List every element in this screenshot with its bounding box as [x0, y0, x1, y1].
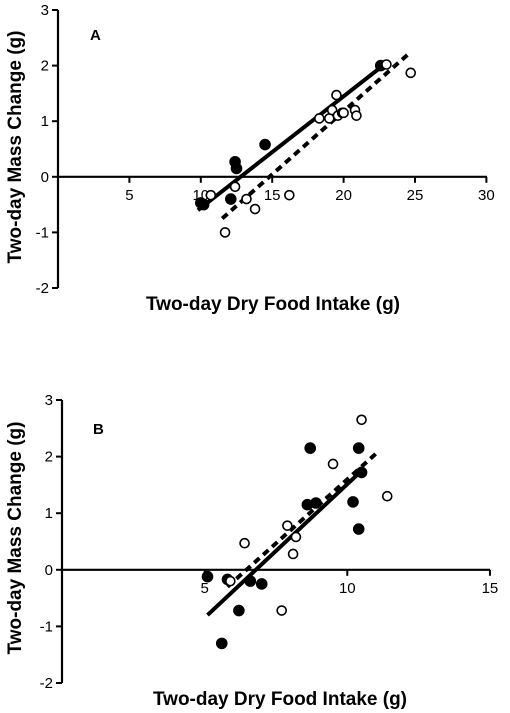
x-tick-label-b: 10	[339, 580, 356, 597]
data-point-open-a	[284, 189, 295, 201]
data-point-open-b	[287, 548, 299, 560]
y-tick-label-b: 2	[45, 449, 53, 466]
y-tick-label-b: 0	[45, 562, 53, 579]
y-tick-label-a: 3	[41, 2, 49, 19]
data-point-open-b	[276, 605, 287, 616]
fit-line-solid-a	[196, 61, 388, 212]
y-axis-title-b: Two-day Mass Change (g)	[5, 422, 26, 655]
panel-label-b: B	[93, 421, 104, 438]
y-tick-label-a: -2	[36, 280, 49, 297]
data-point-filled-a	[230, 162, 243, 175]
data-point-open-a	[219, 227, 231, 238]
data-point-filled-b	[244, 575, 257, 587]
data-point-open-a	[381, 59, 392, 70]
y-tick-label-a: -1	[36, 224, 49, 241]
panel-label-a: A	[90, 27, 101, 44]
x-tick-label-a: 20	[335, 187, 352, 204]
data-point-open-b	[356, 414, 367, 426]
fit-line-dashed-a	[220, 52, 410, 220]
x-tick-label-b: 15	[482, 580, 499, 597]
data-point-filled-b	[310, 497, 322, 509]
x-tick-label-a: 25	[407, 187, 424, 204]
data-point-open-a	[314, 113, 325, 124]
data-point-filled-b	[347, 496, 359, 508]
fit-line-solid-b	[206, 469, 363, 617]
data-point-open-a	[205, 189, 217, 201]
data-point-filled-b	[233, 604, 245, 617]
data-point-open-a	[338, 107, 349, 119]
data-point-open-b	[290, 531, 302, 543]
data-point-open-a	[351, 110, 362, 121]
x-tick-label-a: 5	[125, 187, 133, 204]
x-tick-label-a: 30	[478, 187, 495, 204]
data-point-filled-a	[197, 198, 210, 211]
data-point-filled-a	[259, 138, 271, 151]
data-point-open-a	[249, 203, 261, 215]
y-tick-label-b: 1	[45, 505, 53, 522]
y-tick-label-a: 0	[41, 169, 49, 186]
data-point-filled-b	[355, 466, 368, 479]
data-point-filled-b	[352, 523, 365, 535]
fit-line-dashed-b	[226, 452, 378, 589]
y-tick-label-a: 1	[41, 113, 49, 130]
x-tick-label-b: 5	[200, 580, 208, 597]
data-point-open-b	[381, 490, 393, 502]
data-point-open-b	[239, 537, 250, 549]
data-point-open-b	[282, 520, 293, 531]
panel-b: B Two-day Mass Change (g) Two-day Dry Fo…	[5, 392, 498, 710]
y-tick-label-b: 3	[45, 392, 53, 409]
data-point-open-a	[241, 193, 252, 205]
data-point-open-b	[327, 458, 339, 470]
data-point-filled-b	[352, 442, 365, 454]
y-tick-label-a: 2	[41, 58, 49, 75]
data-point-open-b	[225, 575, 236, 587]
data-point-filled-b	[255, 578, 268, 590]
data-point-filled-b	[215, 637, 228, 650]
x-axis-title-b: Two-day Dry Food Intake (g)	[153, 689, 407, 710]
panel-a: A Two-day Mass Change (g) Two-day Dry Fo…	[5, 2, 495, 315]
y-axis-title-a: Two-day Mass Change (g)	[5, 31, 26, 264]
data-point-open-a	[229, 181, 241, 193]
data-point-open-a	[405, 67, 417, 79]
data-point-filled-a	[224, 193, 237, 205]
y-tick-label-b: -1	[40, 618, 53, 635]
data-point-filled-b	[304, 442, 317, 454]
data-point-filled-b	[201, 570, 214, 583]
data-point-open-a	[331, 89, 342, 101]
x-axis-title-a: Two-day Dry Food Intake (g)	[146, 294, 400, 315]
x-tick-label-a: 15	[264, 187, 281, 204]
plot-area-b: -2 -1 0 1 2 3 5 10 15	[40, 392, 499, 692]
y-tick-label-b: -2	[40, 675, 53, 692]
